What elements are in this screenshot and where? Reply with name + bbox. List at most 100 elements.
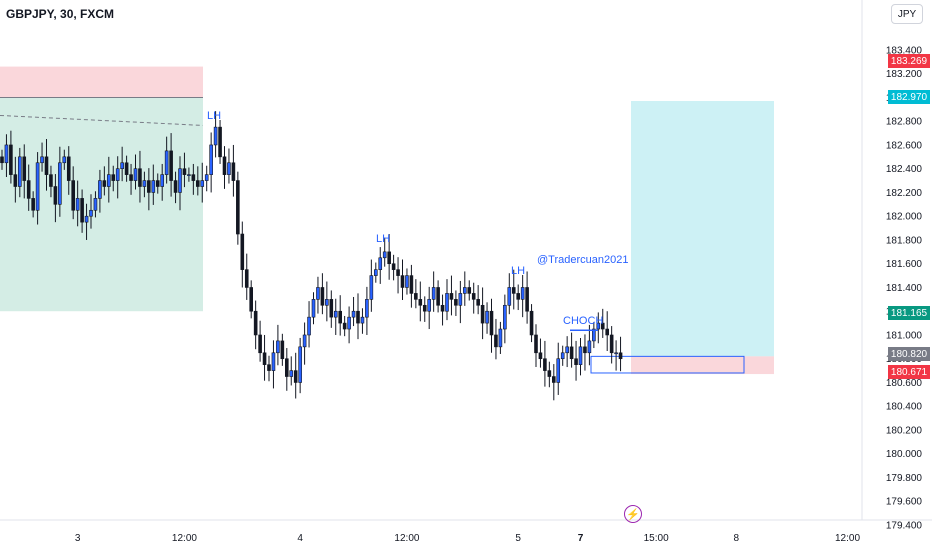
candle-body bbox=[80, 198, 84, 223]
candle-body bbox=[120, 162, 124, 170]
candle-body bbox=[276, 340, 280, 354]
x-tick-label: 15:00 bbox=[644, 533, 669, 544]
candle-body bbox=[511, 287, 516, 294]
candle-body bbox=[440, 304, 445, 312]
candle-body bbox=[494, 334, 498, 348]
candle-body bbox=[436, 287, 440, 306]
candle-body bbox=[298, 346, 302, 383]
candle-body bbox=[445, 293, 449, 312]
current-price-badge: 181.165 bbox=[888, 306, 930, 320]
candle-body bbox=[320, 287, 325, 306]
candle-body bbox=[98, 180, 102, 199]
candle-body bbox=[262, 352, 267, 365]
candle-body bbox=[62, 156, 67, 164]
x-tick-label: 12:00 bbox=[835, 533, 860, 544]
y-tick-label: 182.200 bbox=[886, 188, 923, 199]
candle-body bbox=[400, 275, 405, 288]
candle-body bbox=[462, 287, 467, 294]
candle-body bbox=[4, 144, 9, 164]
y-tick-label: 183.400 bbox=[886, 45, 923, 56]
candle-body bbox=[382, 251, 387, 259]
candle-body bbox=[17, 156, 22, 187]
y-tick-label: 180.400 bbox=[886, 402, 923, 413]
y-tick-label: 181.000 bbox=[886, 330, 923, 341]
candle-body bbox=[236, 180, 240, 235]
candle-body bbox=[534, 334, 538, 354]
symbol-title: GBPJPY, 30, FXCM bbox=[6, 7, 115, 21]
x-tick-label: 12:00 bbox=[172, 533, 197, 544]
candle-body bbox=[93, 198, 98, 211]
currency-button[interactable]: JPY bbox=[891, 4, 923, 24]
candle-body bbox=[485, 310, 489, 324]
author-watermark: @Tradercuan2021 bbox=[537, 254, 629, 266]
candle-body bbox=[538, 352, 543, 360]
candle-body bbox=[209, 144, 213, 175]
candle-body bbox=[84, 215, 89, 223]
x-tick-label: 5 bbox=[515, 533, 521, 544]
candle-body bbox=[467, 287, 472, 294]
candle-body bbox=[525, 287, 529, 312]
candle-body bbox=[480, 304, 485, 324]
candle-body bbox=[565, 346, 569, 354]
candle-body bbox=[133, 168, 138, 181]
candle-body bbox=[191, 174, 196, 181]
candle-body bbox=[44, 156, 49, 175]
stop-zone bbox=[631, 356, 774, 375]
candle-body bbox=[454, 299, 458, 306]
candle-body bbox=[151, 180, 156, 193]
candle-body bbox=[40, 156, 44, 164]
candle-body bbox=[365, 299, 369, 318]
candle-body bbox=[560, 352, 565, 360]
candle-body bbox=[284, 358, 289, 377]
candle-body bbox=[592, 328, 596, 342]
candle-body bbox=[476, 299, 480, 306]
candle-body bbox=[449, 293, 454, 300]
y-tick-label: 181.400 bbox=[886, 283, 923, 294]
left-stop-zone bbox=[0, 66, 203, 98]
candle-body bbox=[71, 180, 75, 211]
choch-label: CHOCH bbox=[563, 315, 604, 327]
lh-label-2: LH bbox=[376, 233, 391, 245]
y-tick-label: 180.000 bbox=[886, 449, 923, 460]
x-tick-label: 7 bbox=[578, 533, 584, 544]
lightning-icon[interactable]: ⚡ bbox=[624, 505, 642, 523]
candle-body bbox=[213, 126, 218, 146]
candle-body bbox=[240, 233, 245, 270]
candle-body bbox=[164, 150, 169, 175]
candle-body bbox=[387, 251, 391, 265]
x-tick-label: 3 bbox=[75, 533, 81, 544]
entry-box bbox=[590, 355, 745, 374]
price-axis: 183.400183.200183.000182.800182.600182.4… bbox=[886, 45, 923, 531]
candle-body bbox=[302, 334, 307, 348]
candle-body bbox=[574, 358, 578, 365]
candle-body bbox=[498, 328, 503, 348]
candle-body bbox=[583, 346, 587, 354]
candle-body bbox=[102, 180, 107, 187]
candle-body bbox=[609, 334, 614, 354]
candle-body bbox=[329, 299, 334, 318]
candle-body bbox=[196, 180, 200, 187]
low-price-badge: 180.671 bbox=[888, 365, 930, 379]
target-price-badge: 182.970 bbox=[888, 90, 930, 104]
candle-body bbox=[289, 370, 294, 377]
candle-body bbox=[338, 310, 343, 324]
candle-body bbox=[66, 156, 71, 181]
candle-body bbox=[543, 358, 547, 371]
candle-body bbox=[169, 150, 173, 181]
candle-body bbox=[9, 144, 13, 175]
candle-body bbox=[351, 310, 356, 318]
candle-body bbox=[418, 299, 423, 306]
candle-body bbox=[431, 287, 436, 300]
candle-body bbox=[458, 293, 463, 306]
candle-body bbox=[507, 287, 512, 306]
candle-body bbox=[556, 358, 561, 383]
candle-body bbox=[489, 310, 494, 336]
candle-body bbox=[258, 334, 262, 354]
candle-body bbox=[75, 198, 80, 211]
y-tick-label: 181.800 bbox=[886, 235, 923, 246]
lh-label-3: LH bbox=[511, 265, 526, 277]
candle-body bbox=[0, 156, 4, 164]
y-tick-label: 182.400 bbox=[886, 164, 923, 175]
candle-body bbox=[124, 162, 129, 175]
